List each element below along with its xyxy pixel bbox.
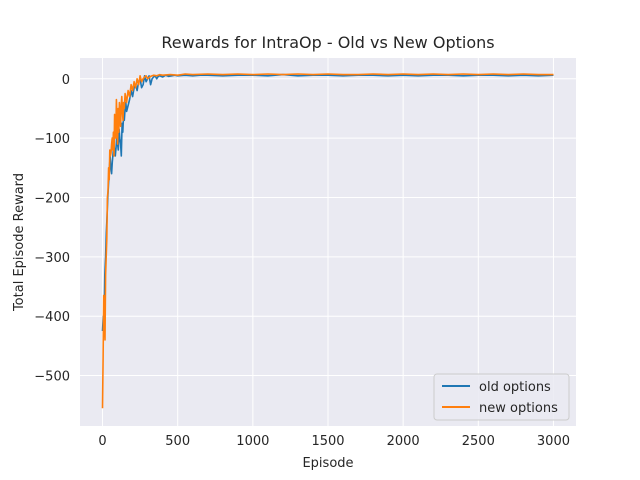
x-axis-ticks: 0 500 1000 1500 2000 2500 3000	[98, 434, 570, 449]
x-tick-label: 500	[165, 434, 190, 449]
x-tick-label: 1000	[236, 434, 269, 449]
y-tick-label: −400	[34, 310, 70, 325]
y-tick-label: −200	[34, 191, 70, 206]
x-tick-label: 3000	[537, 434, 570, 449]
series-lines	[101, 73, 554, 409]
x-tick-label: 0	[98, 434, 106, 449]
x-tick-label: 2000	[387, 434, 420, 449]
y-axis-label: Total Episode Reward	[12, 173, 27, 312]
legend-new-options-label: new options	[479, 401, 558, 416]
y-tick-label: −300	[34, 251, 70, 266]
y-tick-label: 0	[62, 73, 70, 88]
grid-lines	[80, 58, 576, 426]
x-tick-label: 1500	[311, 434, 344, 449]
x-tick-label: 2500	[462, 434, 495, 449]
legend: old options new options	[433, 373, 570, 421]
x-axis-label: Episode	[302, 456, 353, 471]
chart-title: Rewards for IntraOp - Old vs New Options	[161, 33, 494, 52]
legend-old-options-label: old options	[479, 380, 551, 395]
series-line-new-options	[101, 73, 554, 409]
y-tick-label: −100	[34, 132, 70, 147]
y-tick-label: −500	[34, 370, 70, 385]
y-axis-ticks: 0 −100 −200 −300 −400 −500	[34, 73, 70, 385]
